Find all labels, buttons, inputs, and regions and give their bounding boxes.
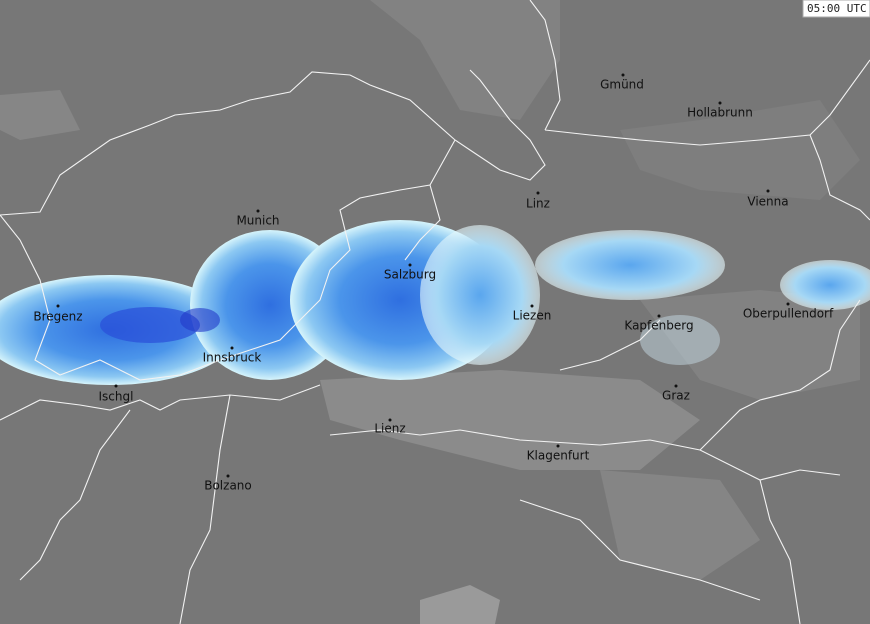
city-dot bbox=[230, 346, 234, 350]
timestamp: 05:00 UTC bbox=[807, 2, 867, 15]
city-label: Graz bbox=[662, 389, 690, 403]
timestamp-box bbox=[802, 0, 870, 18]
city-label: Oberpullendorf bbox=[743, 307, 834, 321]
city-label: Munich bbox=[236, 214, 279, 228]
light-area bbox=[620, 100, 860, 200]
city-dot bbox=[621, 73, 625, 77]
city-label: Klagenfurt bbox=[527, 449, 590, 463]
city-dot bbox=[256, 209, 260, 213]
city-dot bbox=[388, 418, 392, 422]
city-dot bbox=[226, 474, 230, 478]
city-dot bbox=[530, 304, 534, 308]
city-dot bbox=[674, 384, 678, 388]
city-label: Salzburg bbox=[384, 268, 436, 282]
lake bbox=[420, 585, 500, 624]
city-dot bbox=[718, 101, 722, 105]
city-label: Liezen bbox=[513, 309, 552, 323]
city-label: Linz bbox=[526, 197, 550, 211]
city-dot bbox=[766, 189, 770, 193]
light-area bbox=[600, 470, 760, 580]
city-dot bbox=[657, 314, 661, 318]
city-label: Bregenz bbox=[33, 310, 82, 324]
precipitation bbox=[0, 220, 870, 385]
city-label: Bolzano bbox=[204, 479, 252, 493]
city-dot bbox=[114, 384, 118, 388]
city-dot bbox=[556, 444, 560, 448]
city-dot bbox=[56, 304, 60, 308]
city-label: Hollabrunn bbox=[687, 106, 753, 120]
cities: Gmünd Hollabrunn Linz Vienna Munich Salz… bbox=[33, 73, 834, 493]
light-area bbox=[370, 0, 560, 120]
city-label: Lienz bbox=[374, 422, 405, 436]
city-label: Ischgl bbox=[99, 390, 134, 404]
light-area bbox=[0, 90, 80, 140]
city-dot bbox=[786, 302, 790, 306]
city-label: Vienna bbox=[747, 195, 788, 209]
city-label: Kapfenberg bbox=[624, 319, 693, 333]
city-label: Gmünd bbox=[600, 78, 644, 92]
city-dot bbox=[536, 191, 540, 195]
city-dot bbox=[408, 263, 412, 267]
city-label: Innsbruck bbox=[203, 351, 262, 365]
